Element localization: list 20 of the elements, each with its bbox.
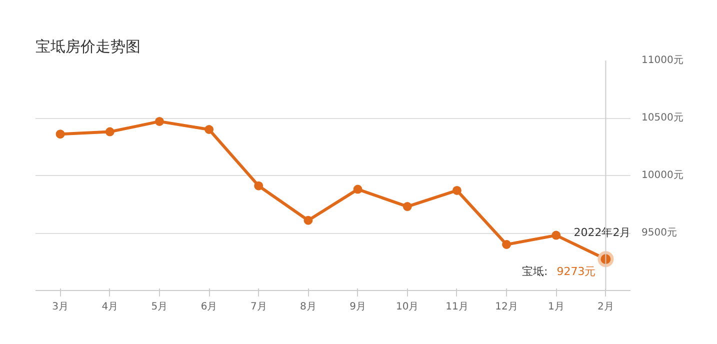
x-tick-label: 3月 [52, 302, 68, 312]
data-label: 9273元 [556, 265, 596, 278]
y-tick-label: 11000元 [642, 55, 684, 66]
x-tick-label: 7月 [250, 302, 267, 312]
chart-title: 宝坻房价走势图 [36, 38, 140, 56]
x-tick-label: 4月 [102, 302, 118, 312]
x-tick-label: 6月 [200, 302, 218, 312]
x-tick-label: 11月 [446, 302, 468, 312]
x-tick-label: 9月 [350, 302, 366, 312]
series-label: 宝坻: [522, 265, 548, 278]
y-tick-label: 9500元 [642, 228, 677, 238]
x-tick-label: 2月 [598, 302, 614, 312]
x-tick-label: 1月 [548, 302, 564, 312]
y-tick-label: 10000元 [642, 170, 684, 181]
y-tick-label: 10500元 [642, 112, 684, 124]
x-tick-label: 12月 [495, 302, 518, 312]
annotation: 2022年2月 [574, 226, 631, 240]
x-tick-label: 8月 [300, 302, 316, 312]
x-tick-label: 5月 [151, 302, 168, 312]
x-tick-label: 10月 [396, 302, 419, 312]
